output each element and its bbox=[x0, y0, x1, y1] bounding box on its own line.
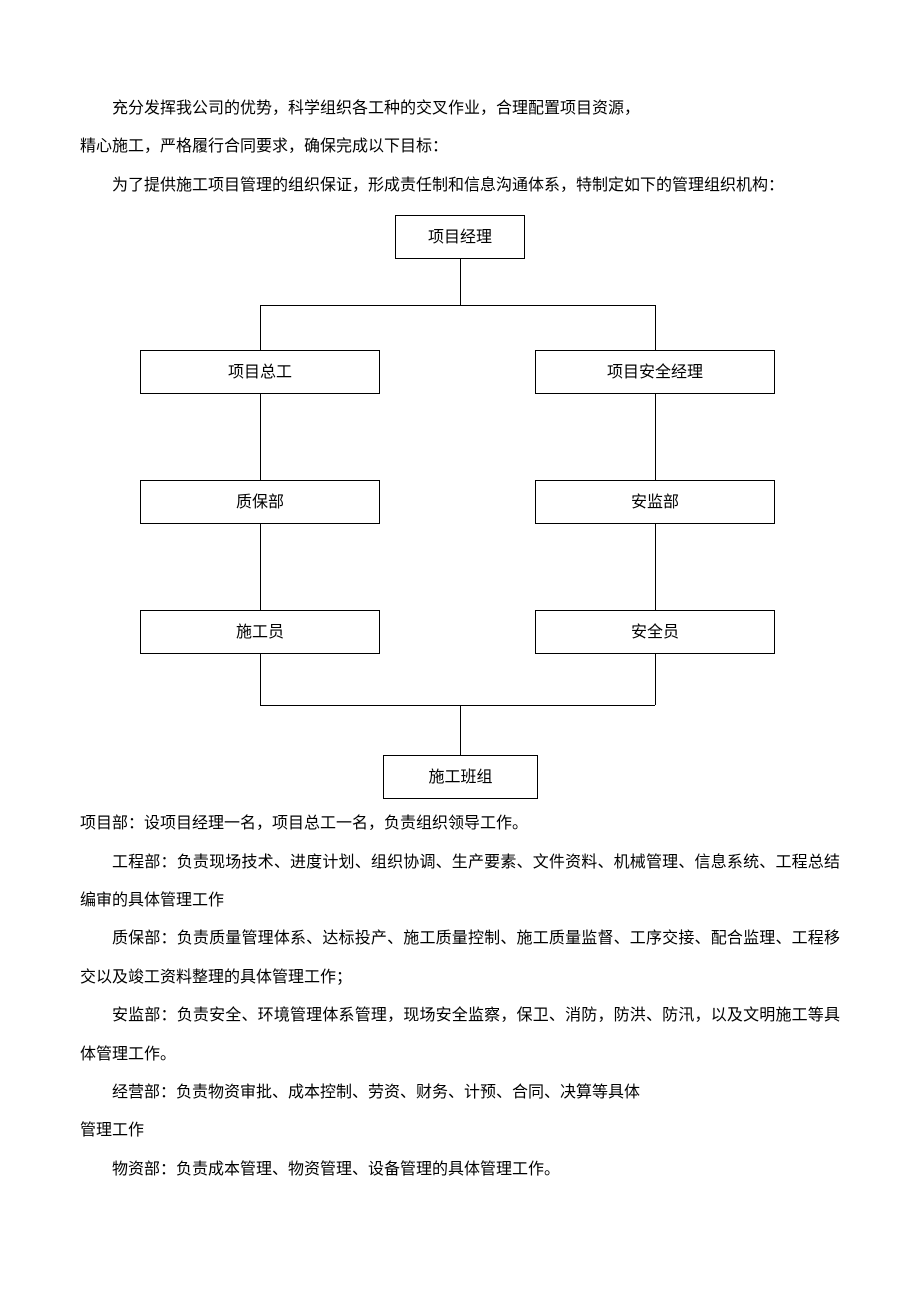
node-label: 安全员 bbox=[631, 623, 679, 642]
connector bbox=[260, 305, 261, 350]
paragraph-intro-3: 为了提供施工项目管理的组织保证，形成责任制和信息沟通体系，特制定如下的管理组织机… bbox=[80, 167, 840, 205]
node-chief-engineer: 项目总工 bbox=[140, 350, 380, 394]
connector bbox=[260, 305, 655, 306]
paragraph-dept-materials: 物资部：负责成本管理、物资管理、设备管理的具体管理工作。 bbox=[80, 1151, 840, 1189]
paragraph-dept-supervision: 安监部：负责安全、环境管理体系管理，现场安全监察，保卫、消防，防洪、防汛，以及文… bbox=[80, 997, 840, 1074]
connector bbox=[460, 705, 461, 755]
node-construction-staff: 施工员 bbox=[140, 610, 380, 654]
connector bbox=[655, 305, 656, 350]
node-label: 施工班组 bbox=[428, 768, 492, 787]
paragraph-dept-project: 项目部：设项目经理一名，项目总工一名，负责组织领导工作。 bbox=[80, 805, 840, 843]
node-label: 安监部 bbox=[631, 493, 679, 512]
connector bbox=[460, 259, 461, 305]
document-page: 充分发挥我公司的优势，科学组织各工种的交叉作业，合理配置项目资源， 精心施工，严… bbox=[0, 0, 920, 1249]
connector bbox=[260, 394, 261, 480]
node-label: 项目总工 bbox=[228, 363, 292, 382]
node-construction-team: 施工班组 bbox=[383, 755, 538, 799]
node-label: 项目经理 bbox=[428, 228, 492, 247]
connector bbox=[655, 394, 656, 480]
connector bbox=[260, 705, 655, 706]
org-chart: 项目经理 项目总工 项目安全经理 质保部 安监部 施工员 bbox=[80, 215, 840, 805]
node-label: 质保部 bbox=[236, 493, 284, 512]
connector bbox=[655, 524, 656, 610]
paragraph-dept-business-1: 经营部：负责物资审批、成本控制、劳资、财务、计预、合同、决算等具体 bbox=[80, 1074, 840, 1112]
node-label: 项目安全经理 bbox=[607, 363, 703, 382]
node-label: 施工员 bbox=[236, 623, 284, 642]
connector bbox=[260, 524, 261, 610]
paragraph-dept-engineering: 工程部：负责现场技术、进度计划、组织协调、生产要素、文件资料、机械管理、信息系统… bbox=[80, 844, 840, 921]
paragraph-intro-2: 精心施工，严格履行合同要求，确保完成以下目标： bbox=[80, 128, 840, 166]
node-qa-dept: 质保部 bbox=[140, 480, 380, 524]
connector bbox=[655, 654, 656, 705]
paragraph-dept-qa: 质保部：负责质量管理体系、达标投产、施工质量控制、施工质量监督、工序交接、配合监… bbox=[80, 920, 840, 997]
node-safety-manager: 项目安全经理 bbox=[535, 350, 775, 394]
node-supervision-dept: 安监部 bbox=[535, 480, 775, 524]
node-safety-officer: 安全员 bbox=[535, 610, 775, 654]
node-project-manager: 项目经理 bbox=[395, 215, 525, 259]
connector bbox=[260, 654, 261, 705]
paragraph-intro-1: 充分发挥我公司的优势，科学组织各工种的交叉作业，合理配置项目资源， bbox=[80, 90, 840, 128]
paragraph-dept-business-2: 管理工作 bbox=[80, 1112, 840, 1150]
